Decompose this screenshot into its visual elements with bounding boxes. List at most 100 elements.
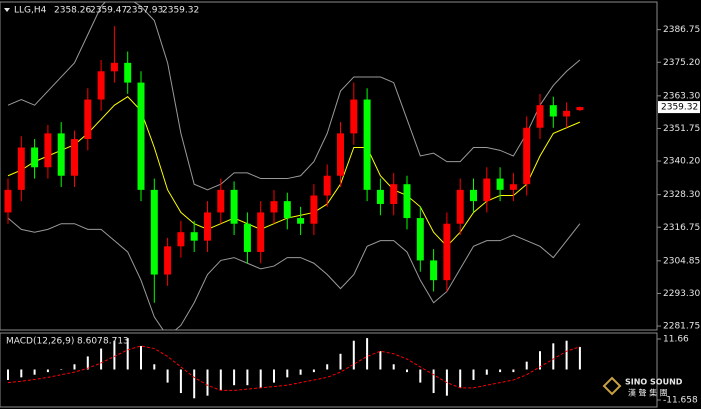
- candle-body: [164, 246, 172, 275]
- y-tick-label: 2351.75: [663, 124, 700, 134]
- macd-value: 8.607: [77, 337, 103, 347]
- macd-bar: [113, 340, 116, 370]
- indicator-line: [7, 217, 581, 330]
- candle-body: [190, 232, 198, 241]
- candle-body: [217, 189, 225, 213]
- candle-body: [350, 99, 358, 134]
- candle-body: [310, 195, 318, 224]
- candle-body: [243, 223, 251, 252]
- macd-bar: [100, 348, 103, 370]
- y-tick-label: 2316.75: [663, 223, 700, 233]
- macd-bar: [366, 338, 369, 370]
- candle-body: [390, 184, 398, 204]
- macd-bar: [46, 369, 49, 373]
- price-label-box: [658, 101, 700, 114]
- candle-body: [416, 218, 424, 261]
- macd-bar: [273, 369, 275, 383]
- candle-body: [283, 201, 291, 219]
- candle-body: [177, 232, 185, 247]
- macd-bar: [73, 364, 76, 370]
- candle-body: [337, 133, 344, 176]
- candle-body: [576, 107, 584, 111]
- y-tick-label: 2363.30: [663, 91, 700, 101]
- y-tick-label: 2375.20: [663, 58, 700, 68]
- candle-body: [549, 105, 557, 117]
- macd-bar: [552, 343, 555, 370]
- candle-body: [57, 133, 65, 176]
- macd-bar: [459, 369, 462, 388]
- candle-body: [509, 184, 517, 190]
- macd-title: MACD(12,26,9): [6, 337, 74, 347]
- indicator-line: [7, 345, 581, 391]
- macd-bar: [206, 369, 209, 396]
- symbol: LLG,H4: [14, 6, 47, 16]
- candle-body: [403, 184, 411, 219]
- candle-body: [430, 260, 438, 281]
- candle-body: [110, 62, 118, 72]
- macd-bar: [565, 340, 568, 370]
- y-tick-label: -11.658: [663, 396, 698, 406]
- macd-bar: [140, 345, 142, 370]
- macd-bar: [539, 351, 541, 370]
- candle-body: [376, 189, 384, 204]
- macd-bar: [233, 369, 236, 386]
- macd-bar: [326, 364, 329, 370]
- main-panel: [0, 1, 658, 331]
- macd-bar: [432, 369, 435, 394]
- watermark-title: SINO SOUND: [625, 378, 683, 387]
- candle-body: [297, 218, 305, 224]
- candle-body: [363, 99, 371, 190]
- y-tick-label: 11.66: [663, 334, 689, 344]
- candle-body: [456, 189, 464, 224]
- candle-body: [97, 71, 105, 100]
- y-tick-label: 2304.85: [663, 256, 700, 266]
- y-tick-label: 2281.75: [663, 322, 700, 332]
- macd-bar: [126, 338, 129, 370]
- menu-arrow[interactable]: [4, 8, 10, 12]
- macd-bar: [472, 369, 475, 380]
- candle-body: [483, 178, 491, 202]
- macd-bar: [246, 369, 249, 386]
- y-tick-label: 2386.75: [663, 25, 700, 35]
- macd-bar: [286, 369, 289, 378]
- macd-bar: [379, 351, 382, 370]
- current-price: 2359.32: [661, 103, 698, 113]
- watermark-subtitle: 漢 聲 集 團: [628, 388, 668, 398]
- macd-bar: [392, 364, 395, 370]
- macd-bar: [219, 369, 222, 391]
- candle-body: [523, 127, 531, 185]
- macd-bar: [339, 353, 342, 370]
- macd-bar: [259, 369, 262, 388]
- macd-bar: [60, 369, 63, 371]
- y-tick-label: 2328.30: [663, 190, 700, 200]
- candle-body: [204, 212, 211, 241]
- macd-bar: [179, 369, 182, 394]
- macd-bar: [166, 369, 169, 383]
- candle-body: [17, 147, 25, 190]
- macd-bar: [525, 361, 528, 370]
- macd-bar: [578, 346, 581, 370]
- watermark: SINO SOUND 漢 聲 集 團: [602, 376, 683, 398]
- low-value: 2357.93: [126, 6, 163, 16]
- macd-bar: [86, 356, 89, 370]
- candle-body: [71, 139, 78, 176]
- macd-bar: [352, 340, 355, 370]
- candle-body: [150, 189, 158, 275]
- candle-body: [323, 175, 331, 196]
- candle-body: [230, 189, 238, 224]
- candle-body: [124, 62, 132, 83]
- macd-bar: [312, 369, 315, 373]
- signal-value: 8.713: [103, 337, 129, 347]
- candle-body: [84, 99, 92, 140]
- candle-body: [443, 223, 451, 281]
- candle-body: [563, 110, 571, 117]
- candle-body: [44, 133, 52, 168]
- macd-bar: [512, 369, 515, 373]
- macd-bar: [7, 369, 9, 380]
- indicator-line: [7, 2, 581, 191]
- y-tick-label: 2340.20: [663, 157, 700, 167]
- macd-bar: [193, 369, 196, 399]
- candle-body: [496, 178, 504, 190]
- y-tick-label: 2293.30: [663, 289, 700, 299]
- candle-body: [270, 201, 278, 213]
